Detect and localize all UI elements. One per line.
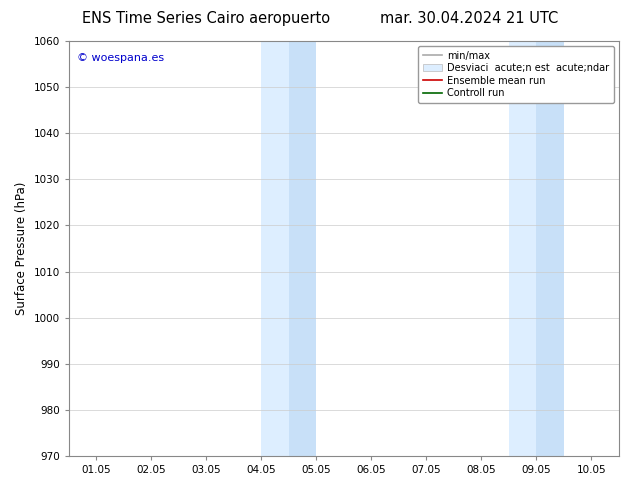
Text: © woespana.es: © woespana.es xyxy=(77,53,164,64)
Legend: min/max, Desviaci  acute;n est  acute;ndar, Ensemble mean run, Controll run: min/max, Desviaci acute;n est acute;ndar… xyxy=(418,46,614,103)
Text: ENS Time Series Cairo aeropuerto: ENS Time Series Cairo aeropuerto xyxy=(82,11,330,26)
Text: mar. 30.04.2024 21 UTC: mar. 30.04.2024 21 UTC xyxy=(380,11,558,26)
Bar xyxy=(289,41,316,456)
Bar xyxy=(536,41,564,456)
Bar xyxy=(261,41,289,456)
Y-axis label: Surface Pressure (hPa): Surface Pressure (hPa) xyxy=(15,182,28,315)
Bar xyxy=(509,41,536,456)
Text: ENS Time Series Cairo aeropuerto: ENS Time Series Cairo aeropuerto xyxy=(349,12,597,27)
